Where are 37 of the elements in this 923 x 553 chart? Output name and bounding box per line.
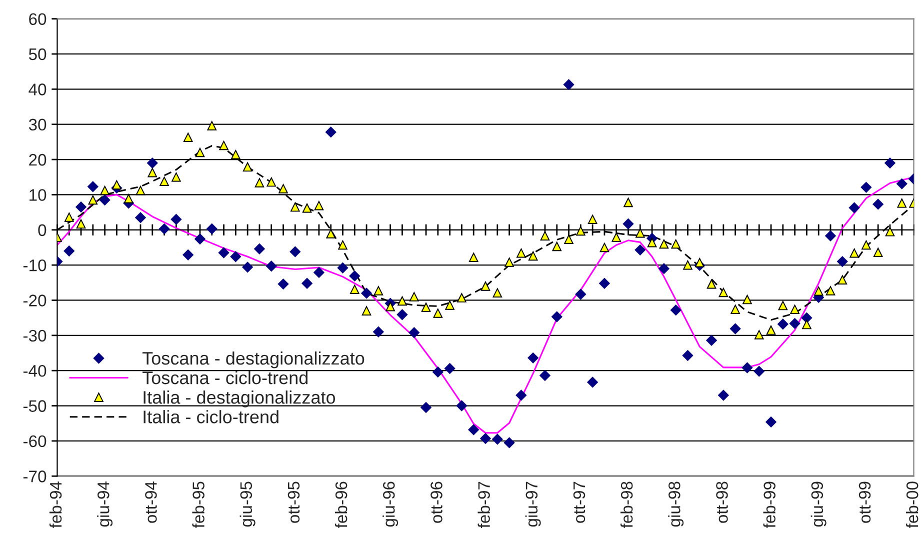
y-tick-label: -50 <box>23 400 46 412</box>
y-tick-label: -20 <box>23 294 46 306</box>
x-tick-label: ott-96 <box>430 482 442 523</box>
x-tick-label: ott-97 <box>573 482 586 523</box>
x-tick-label: giu-97 <box>525 482 541 527</box>
legend-label: Toscana - destagionalizzato <box>142 351 364 368</box>
legend-label: Italia - ciclo-trend <box>144 410 278 424</box>
y-tick-label: 0 <box>38 224 46 236</box>
y-tick-label: -40 <box>23 364 46 377</box>
x-tick-label: ott-98 <box>716 482 728 523</box>
x-tick-label: ott-99 <box>858 482 871 523</box>
x-tick-label: feb-98 <box>620 482 633 528</box>
y-tick-label: -70 <box>23 470 46 482</box>
y-tick-label: -60 <box>23 435 46 448</box>
x-tick-label: feb-97 <box>478 482 490 528</box>
y-tick-label: 40 <box>28 84 46 96</box>
x-tick-label: giu-95 <box>240 482 256 527</box>
y-tick-label: -30 <box>23 330 46 342</box>
x-tick-label: feb-00 <box>906 482 918 528</box>
x-tick-label: ott-95 <box>288 482 300 523</box>
x-tick-label: giu-96 <box>382 482 398 527</box>
x-tick-label: feb-95 <box>192 482 204 528</box>
y-tick-label: 30 <box>28 118 46 131</box>
x-tick-label: ott-94 <box>145 481 157 523</box>
x-tick-label: giu-94 <box>97 481 113 527</box>
y-tick-label: 50 <box>28 48 46 60</box>
y-tick-label: 20 <box>29 154 46 166</box>
x-tick-label: giu-99 <box>810 482 826 527</box>
x-tick-label: feb-99 <box>763 482 776 528</box>
x-tick-label: feb-94 <box>49 481 62 528</box>
x-tick-label: giu-98 <box>668 482 684 527</box>
y-tick-label: -10 <box>23 259 46 272</box>
legend-label: Italia - destagionalizzato <box>144 390 336 408</box>
y-tick-label: 60 <box>29 13 46 26</box>
x-tick-label: feb-96 <box>334 482 348 528</box>
legend-label: Toscana - ciclo-trend <box>142 370 308 384</box>
y-tick-label: 10 <box>30 189 46 201</box>
